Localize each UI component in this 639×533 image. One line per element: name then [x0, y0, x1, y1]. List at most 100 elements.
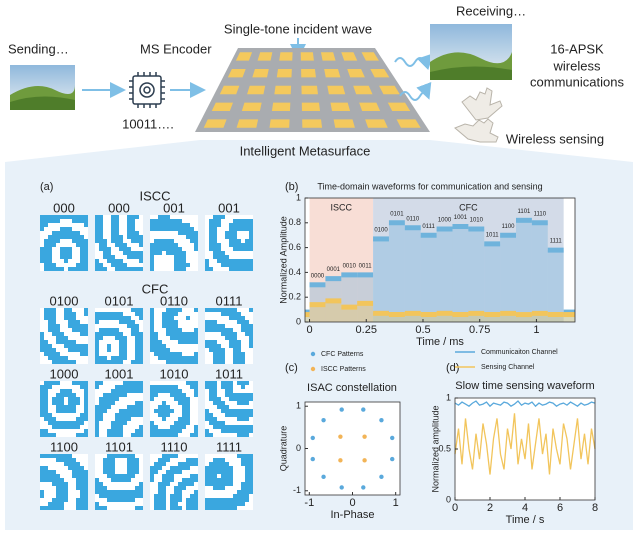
tile	[370, 69, 390, 78]
segment-fill	[452, 226, 469, 322]
segment-fill	[484, 243, 501, 322]
label: MS Encoder	[140, 41, 212, 56]
pattern-label: 0110	[160, 293, 188, 308]
x-tick-label: -1	[304, 497, 314, 509]
segment-fill	[420, 235, 437, 322]
label: Receiving…	[456, 3, 526, 18]
tile	[320, 52, 336, 61]
symbol-label: 0010	[343, 263, 357, 269]
segment-fill	[484, 314, 501, 322]
pattern	[205, 215, 253, 271]
tile	[301, 85, 318, 95]
point	[338, 434, 343, 439]
point	[310, 456, 315, 462]
symbol-label: 0111	[422, 224, 435, 230]
tile	[211, 102, 233, 111]
pattern-label: 1010	[160, 366, 189, 381]
segment-fill	[436, 313, 453, 322]
pattern-label: 1111	[216, 439, 242, 454]
label: 10011….	[122, 116, 174, 131]
segment-fill	[357, 303, 374, 322]
pattern-label: 1110	[161, 439, 188, 454]
tile	[302, 119, 323, 128]
pattern	[205, 454, 253, 510]
label: Sending…	[8, 41, 69, 56]
point	[321, 474, 326, 480]
symbol-label: 1001	[454, 215, 468, 221]
segment-fill	[516, 220, 532, 322]
tile	[396, 119, 421, 128]
y-axis-label: Normalized amplitude	[430, 405, 440, 492]
segment-fill	[468, 229, 485, 322]
tile	[300, 52, 314, 61]
y-axis-label: Normalized Amplitude	[278, 216, 288, 304]
y-tick-label: 0	[446, 494, 451, 504]
label: Single-tone incident wave	[224, 21, 372, 36]
plot-area	[305, 402, 400, 495]
region-label: CFC	[459, 202, 478, 212]
axis-frame	[304, 197, 576, 323]
pattern	[150, 381, 198, 437]
segment-fill	[388, 314, 405, 322]
x-tick-label: 1	[393, 497, 399, 509]
segment-fill	[547, 250, 564, 322]
pattern-label: 000	[108, 200, 130, 215]
pattern	[150, 454, 198, 510]
panel-label: (a)	[40, 181, 53, 193]
y-axis-label: Quadrature	[278, 426, 288, 472]
tile	[330, 102, 351, 111]
segment-fill	[500, 313, 517, 322]
tile	[301, 69, 316, 78]
y-tick-label: 0.2	[288, 292, 301, 302]
section-title: CFC	[142, 281, 169, 296]
x-tick-label: 0	[306, 324, 312, 336]
y-tick-label: -1	[293, 485, 301, 495]
landscape-image	[10, 65, 75, 110]
legend-label: ISCC Patterns	[321, 366, 366, 373]
legend-marker	[310, 366, 316, 372]
tile	[219, 85, 240, 95]
metasurface-tiles	[203, 52, 421, 128]
tile	[274, 85, 292, 95]
label: 16-APSK	[550, 41, 604, 56]
tile	[279, 52, 293, 61]
symbol-label: 1101	[517, 209, 531, 215]
symbol-label: 1000	[438, 218, 452, 224]
series-line	[454, 400, 596, 408]
pattern-label: 1101	[105, 439, 133, 454]
tile	[341, 52, 358, 61]
landscape-image	[430, 24, 512, 80]
y-tick-label: 0.5	[438, 443, 451, 453]
point	[338, 458, 343, 463]
plot-area	[455, 398, 595, 500]
segment-fill	[436, 229, 453, 322]
y-tick-label: 0.4	[288, 267, 301, 277]
panel-label: (c)	[285, 362, 298, 374]
segment-fill	[468, 313, 485, 322]
segment-fill	[325, 300, 342, 322]
pattern	[40, 308, 88, 364]
x-axis-label: Time / ms	[416, 336, 464, 348]
tile	[333, 119, 355, 128]
pattern	[95, 308, 143, 364]
pattern-label: 1100	[50, 439, 78, 454]
symbol-label: 0000	[311, 273, 325, 279]
pattern	[150, 215, 198, 271]
x-tick-label: 4	[522, 502, 528, 514]
segment-fill	[563, 314, 575, 322]
tile	[387, 102, 411, 111]
segment-fill	[404, 227, 421, 322]
segment-fill	[531, 313, 548, 322]
symbol-label: 1111	[550, 239, 563, 245]
y-tick-label: 1	[296, 401, 301, 411]
legend-label: Communicaiton Channel	[481, 349, 558, 356]
tile	[379, 85, 400, 95]
pattern-label: 001	[163, 200, 185, 215]
tile	[235, 52, 253, 61]
segment-fill	[452, 314, 469, 322]
pattern	[95, 454, 143, 510]
